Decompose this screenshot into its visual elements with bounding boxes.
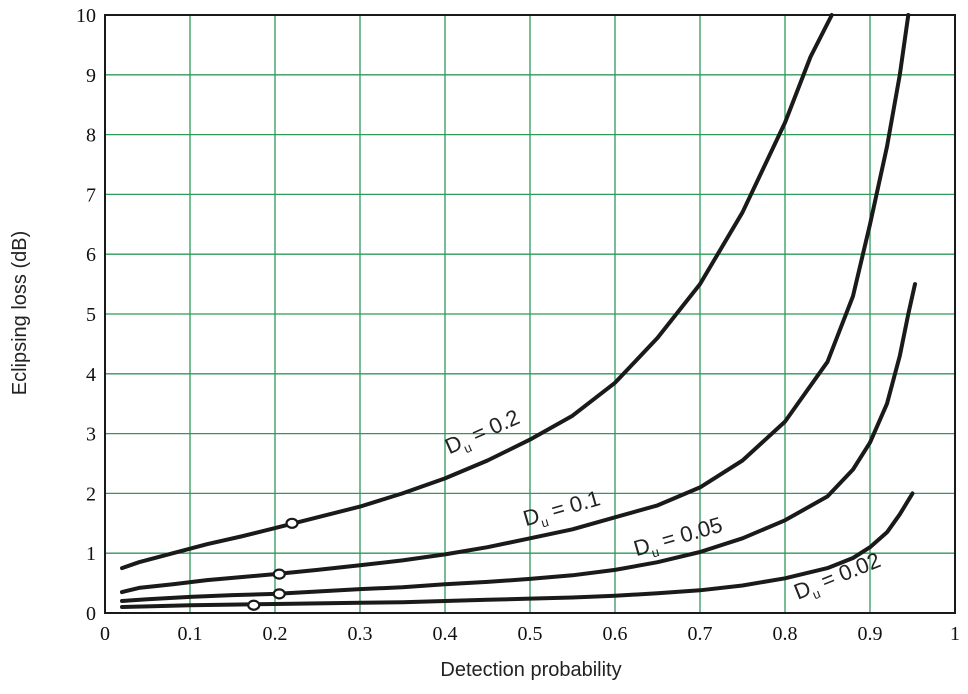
series-layer [120,13,917,611]
x-tick-label: 0.6 [603,623,628,645]
series-line [120,13,911,595]
y-tick-label: 3 [86,424,96,446]
x-tick-label: 0.7 [688,623,713,645]
series-marker [272,568,286,580]
y-tick-label: 1 [86,543,96,565]
x-tick-label: 0 [100,623,110,645]
x-tick-label: 0.1 [178,623,203,645]
y-tick-label: 5 [86,304,96,326]
y-tick-label: 9 [86,65,96,87]
series-marker [247,599,261,611]
y-tick-label: 10 [76,5,96,27]
x-tick-label: 0.3 [348,623,373,645]
series-line [120,491,915,609]
y-tick-label: 7 [86,184,96,206]
series-line [120,13,834,571]
x-axis-label: Detection probability [440,659,621,681]
series-label: Du = 0.02 [790,547,885,608]
y-tick-label: 4 [86,364,96,386]
plot-frame [104,14,956,614]
y-tick-label: 2 [86,483,96,505]
y-tick-label: 0 [86,603,96,625]
series-marker [272,588,286,600]
y-tick-label: 6 [86,244,96,266]
x-tick-label: 0.8 [773,623,798,645]
series-line [120,282,917,603]
x-tick-label: 0.2 [263,623,288,645]
y-tick-label: 8 [86,125,96,147]
tick-labels: 0 0.1 0.2 0.3 0.4 0.5 0.6 0.7 0.8 0.9 101234567891… [76,5,960,645]
x-tick-label: 1 [950,623,960,645]
series-marker [285,517,299,529]
x-tick-label: 0.9 [858,623,883,645]
y-axis-label: Eclipsing loss (dB) [9,231,31,396]
grid [104,14,956,614]
x-tick-label: 0.5 [518,623,543,645]
x-tick-label: 0.4 [433,623,458,645]
